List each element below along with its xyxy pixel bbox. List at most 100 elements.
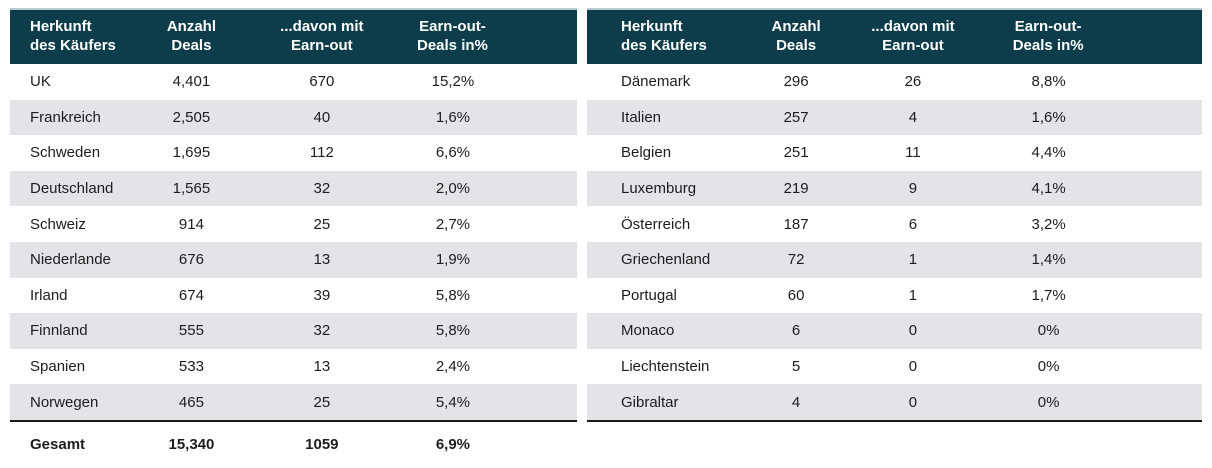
deals-count-cell: 914 (178, 215, 204, 233)
earnout-count-cell: 670 (309, 73, 335, 91)
column-header-origin: Herkunft des Käufers (587, 8, 735, 64)
table-header-left: Herkunft des Käufers Anzahl Deals ...dav… (10, 8, 577, 64)
table-row: Norwegen 465 25 5,4% (10, 384, 577, 421)
earnout-percent-cell: 3,2% (1031, 215, 1066, 233)
header-line: Earn-out (882, 37, 944, 54)
deals-count-cell: 4 (734, 384, 858, 422)
header-line: Earn-out- (1014, 18, 1082, 36)
deals-count-cell: 296 (783, 73, 809, 91)
header-line: Anzahl (771, 18, 821, 36)
earnout-percent-cell: 1,6% (968, 99, 1202, 136)
country-cell: Schweden (30, 144, 101, 162)
deals-count-cell: 5 (791, 358, 801, 376)
table-body-right: Dänemark 296 26 8,8% Italien 257 4 1,6% … (587, 64, 1202, 422)
deals-count-cell: 555 (129, 313, 254, 349)
column-header-earnout: ...davon mit Earn-out (857, 8, 969, 64)
earnout-count-cell: 0 (857, 313, 969, 349)
table-total-left: Gesamt 15,340 1059 6,9% (10, 419, 577, 468)
total-label-cell: Gesamt (10, 419, 130, 468)
table-row: Dänemark 296 26 8,8% (587, 64, 1202, 100)
total-deals-cell: 15,340 (129, 419, 254, 468)
table-row: Liechtenstein 5 0 0% (587, 349, 1202, 385)
country-cell: Schweiz (30, 215, 86, 233)
earnout-by-country-table-left: Herkunft des Käufers Anzahl Deals ...dav… (10, 8, 577, 468)
table-row: Österreich 187 6 3,2% (587, 206, 1202, 242)
header-line: ...davon mit (871, 18, 955, 36)
column-header-origin: Herkunft des Käufers (10, 8, 130, 64)
earnout-count-cell: 32 (253, 313, 390, 349)
header-line: des Käufers (621, 37, 707, 54)
earnout-count-cell: 1 (857, 241, 969, 278)
earnout-count-cell: 112 (309, 144, 334, 162)
country-cell: Deutschland (10, 170, 130, 207)
earnout-percent-cell: 4,1% (968, 170, 1202, 207)
earnout-count-cell: 13 (313, 358, 331, 376)
table-row: Monaco 6 0 0% (587, 313, 1202, 349)
earnout-count-cell: 40 (253, 99, 390, 136)
earnout-count-cell: 39 (313, 286, 331, 304)
table-row: Finnland 555 32 5,8% (10, 313, 577, 349)
deals-count-cell: 219 (734, 170, 858, 207)
deals-count-cell: 1,695 (172, 144, 211, 162)
earnout-count-cell: 11 (905, 144, 921, 162)
country-cell: Portugal (621, 286, 677, 304)
earnout-count-cell: 26 (904, 73, 922, 91)
deals-count-cell: 251 (783, 144, 809, 162)
deals-count-cell: 6 (734, 313, 858, 349)
table-row: UK 4,401 670 15,2% (10, 64, 577, 100)
earnout-count-cell: 13 (253, 241, 390, 278)
earnout-count-cell: 6 (908, 215, 918, 233)
table-row: Irland 674 39 5,8% (10, 278, 577, 314)
header-row: Herkunft des Käufers Anzahl Deals ...dav… (10, 8, 577, 64)
table-row: Spanien 533 13 2,4% (10, 349, 577, 385)
column-header-earnout-percent: Earn-out- Deals in% (968, 8, 1202, 64)
country-cell: UK (30, 73, 51, 91)
deals-count-cell: 533 (178, 358, 204, 376)
earnout-percent-cell: 1,4% (968, 241, 1202, 278)
table-row: Luxemburg 219 9 4,1% (587, 170, 1202, 207)
table-body-left: UK 4,401 670 15,2% Frankreich 2,505 40 1… (10, 64, 577, 421)
earnout-by-country-table-right: Herkunft des Käufers Anzahl Deals ...dav… (587, 8, 1202, 422)
country-cell: Dänemark (621, 73, 691, 91)
earnout-count-cell: 4 (857, 99, 969, 136)
earnout-percent-cell: 5,8% (435, 286, 471, 304)
earnout-percent-cell: 0% (1037, 358, 1060, 376)
table-header-right: Herkunft des Käufers Anzahl Deals ...dav… (587, 8, 1202, 64)
earnout-percent-cell: 0% (968, 313, 1202, 349)
header-row: Herkunft des Käufers Anzahl Deals ...dav… (587, 8, 1202, 64)
header-line: des Käufers (30, 37, 116, 54)
table-row: Griechenland 72 1 1,4% (587, 241, 1202, 278)
table-row: Deutschland 1,565 32 2,0% (10, 170, 577, 207)
deals-count-cell: 72 (734, 241, 858, 278)
country-cell: Frankreich (10, 99, 130, 136)
earnout-percent-cell: 6,6% (435, 144, 471, 162)
country-cell: Italien (587, 99, 735, 136)
country-cell: Irland (30, 286, 68, 304)
header-line: Deals (171, 37, 212, 54)
table-row: Belgien 251 11 4,4% (587, 135, 1202, 171)
deals-count-cell: 187 (783, 215, 809, 233)
earnout-count-cell: 25 (253, 384, 390, 421)
total-row: Gesamt 15,340 1059 6,9% (10, 419, 577, 468)
deals-count-cell: 676 (129, 241, 254, 278)
column-header-earnout: ...davon mit Earn-out (253, 8, 390, 64)
earnout-percent-cell: 2,0% (389, 170, 577, 207)
column-header-deals: Anzahl Deals (734, 8, 858, 64)
earnout-percent-cell: 1,6% (389, 99, 577, 136)
country-cell: Gibraltar (587, 384, 735, 422)
earnout-percent-cell: 2,4% (435, 358, 471, 376)
header-line: Deals (776, 37, 817, 54)
earnout-percent-cell: 1,7% (1031, 286, 1066, 304)
country-cell: Norwegen (10, 384, 130, 421)
deals-count-cell: 1,565 (129, 170, 254, 207)
earnout-percent-cell: 1,9% (389, 241, 577, 278)
deals-count-cell: 4,401 (172, 73, 211, 91)
earnout-percent-cell: 0% (968, 384, 1202, 422)
table-row: Schweden 1,695 112 6,6% (10, 135, 577, 171)
earnout-percent-cell: 15,2% (431, 73, 475, 91)
header-line: Anzahl (166, 18, 217, 36)
column-header-earnout-percent: Earn-out- Deals in% (389, 8, 577, 64)
country-cell: Luxemburg (587, 170, 735, 207)
total-earnout-cell: 1059 (253, 419, 390, 468)
